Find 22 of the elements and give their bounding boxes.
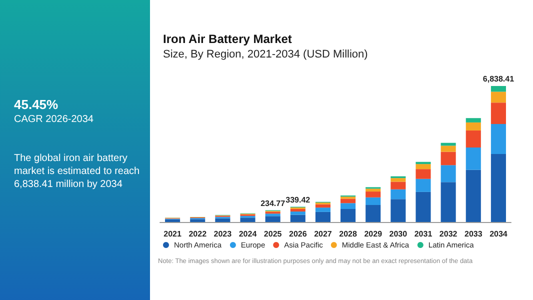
text: 45.45% [14,97,60,112]
x-tick-label: 2032 [439,230,458,238]
x-tick-label: 2023 [214,230,232,238]
x-tick-label: 2024 [238,230,258,238]
x-tick-label: 2028 [339,230,358,238]
x-tick-label: 2021 [164,230,182,238]
x-tick-label: 2026 [288,230,308,238]
text: The global iron air battery market is estimated to reach 6,838.41 million by 2034 [14,152,141,191]
x-tick-label: 2033 [464,230,483,238]
chart-subtitle: Size, By Region, 2021-2034 (USD Million) [163,48,368,60]
annotation: 6,838.41 [482,74,515,84]
text: CAGR 2026-2034 [14,113,94,126]
annotation: 339.42 [286,195,311,204]
x-tick-label: 2027 [314,230,332,238]
x-tick-label: 2034 [490,230,508,238]
x-tick-label: 2025 [264,230,282,238]
x-tick-label: 2031 [414,230,433,238]
x-tick-label: 2029 [364,230,383,238]
annotation: 234.77 [260,198,286,208]
x-tick-label: 2022 [188,230,208,238]
chart-title: Iron Air Battery Market [163,32,292,46]
x-tick-label: 2030 [389,230,408,238]
